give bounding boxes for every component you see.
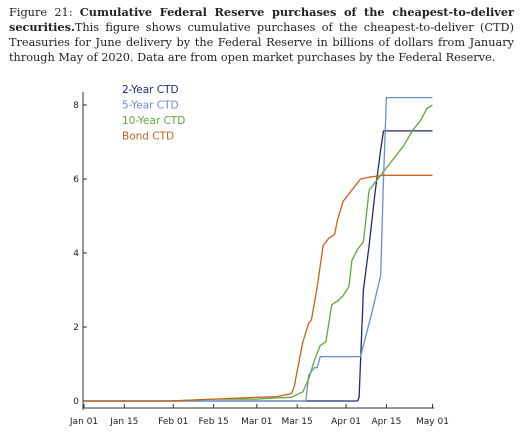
x-tick-label: May 01 (416, 417, 449, 427)
y-tick-label: 8 (73, 101, 79, 111)
legend-entry: 10-Year CTD (122, 115, 185, 127)
x-tick-label: Mar 15 (281, 417, 312, 427)
x-tick-label: Mar 01 (241, 417, 272, 427)
x-tick-label: Jan 15 (109, 417, 138, 427)
series-line-5-year-ctd (84, 96, 433, 402)
legend-entry: Bond CTD (122, 131, 174, 143)
chart-legend: 2-Year CTD 5-Year CTD 10-Year CTD Bond CTD (122, 84, 185, 143)
figure-bold-title: Cumulative Federal Reserve purchases of … (9, 5, 514, 34)
x-tick-label: Apr 01 (331, 417, 361, 427)
figure-label: Figure 21: (9, 6, 73, 19)
y-tick-label: 0 (73, 397, 79, 407)
legend-entry: 5-Year CTD (122, 100, 179, 112)
y-tick-label: 4 (73, 249, 79, 259)
legend-entry: 2-Year CTD (122, 84, 179, 96)
x-tick-label: Apr 15 (371, 417, 401, 427)
x-tick-label: Jan 01 (69, 417, 98, 427)
y-tick-label: 6 (73, 175, 79, 185)
figure-caption-text: This figure shows cumulative purchases o… (9, 21, 514, 64)
x-tick-label: Feb 01 (158, 417, 188, 427)
series-line-10-year-ctd (84, 104, 433, 402)
x-tick-label: Feb 15 (198, 417, 228, 427)
chart-series-lines (84, 96, 433, 402)
figure-caption: Figure 21: Cumulative Federal Reserve pu… (9, 5, 514, 65)
series-line-2-year-ctd (84, 130, 433, 402)
y-tick-label: 2 (73, 323, 79, 333)
series-line-bond-ctd (84, 174, 433, 402)
